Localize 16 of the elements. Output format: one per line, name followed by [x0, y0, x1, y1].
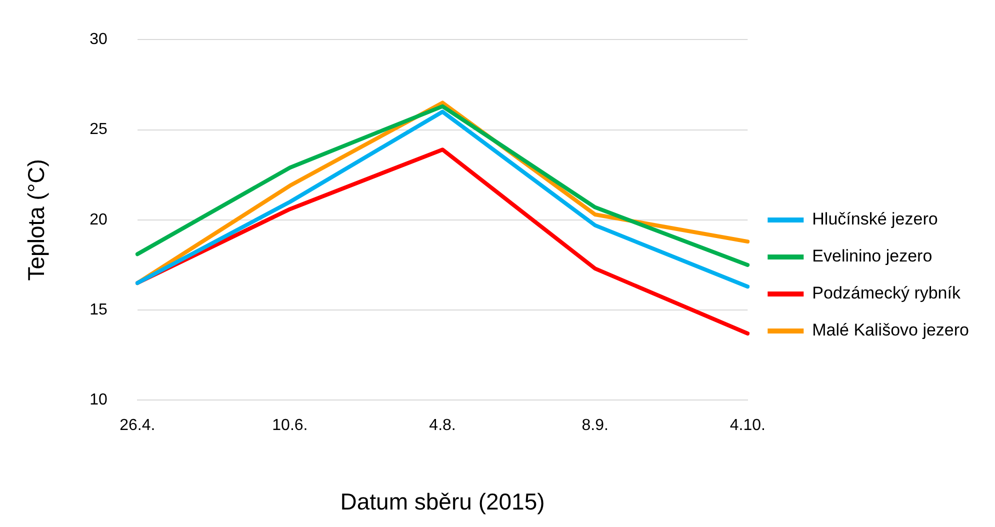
x-tick-label: 10.6.: [272, 417, 308, 434]
y-tick-label: 20: [90, 211, 108, 228]
legend-label: Hlučínské jezero: [812, 210, 938, 229]
y-tick-label: 25: [90, 121, 108, 138]
x-tick-label: 4.10.: [730, 417, 766, 434]
legend-label: Evelinino jezero: [812, 246, 932, 266]
x-axis-title: Datum sběru (2015): [340, 488, 545, 515]
y-axis-title: Teplota (°C): [23, 159, 50, 281]
x-tick-label: 4.8.: [429, 417, 456, 434]
legend-label: Malé Kališovo jezero: [812, 320, 970, 340]
y-tick-label: 30: [90, 31, 108, 48]
legend-label: Podzámecký rybník: [812, 284, 961, 303]
y-tick-label: 10: [90, 392, 108, 409]
x-tick-label: 26.4.: [120, 417, 156, 434]
y-tick-label: 15: [90, 301, 108, 318]
x-tick-label: 8.9.: [582, 417, 608, 434]
